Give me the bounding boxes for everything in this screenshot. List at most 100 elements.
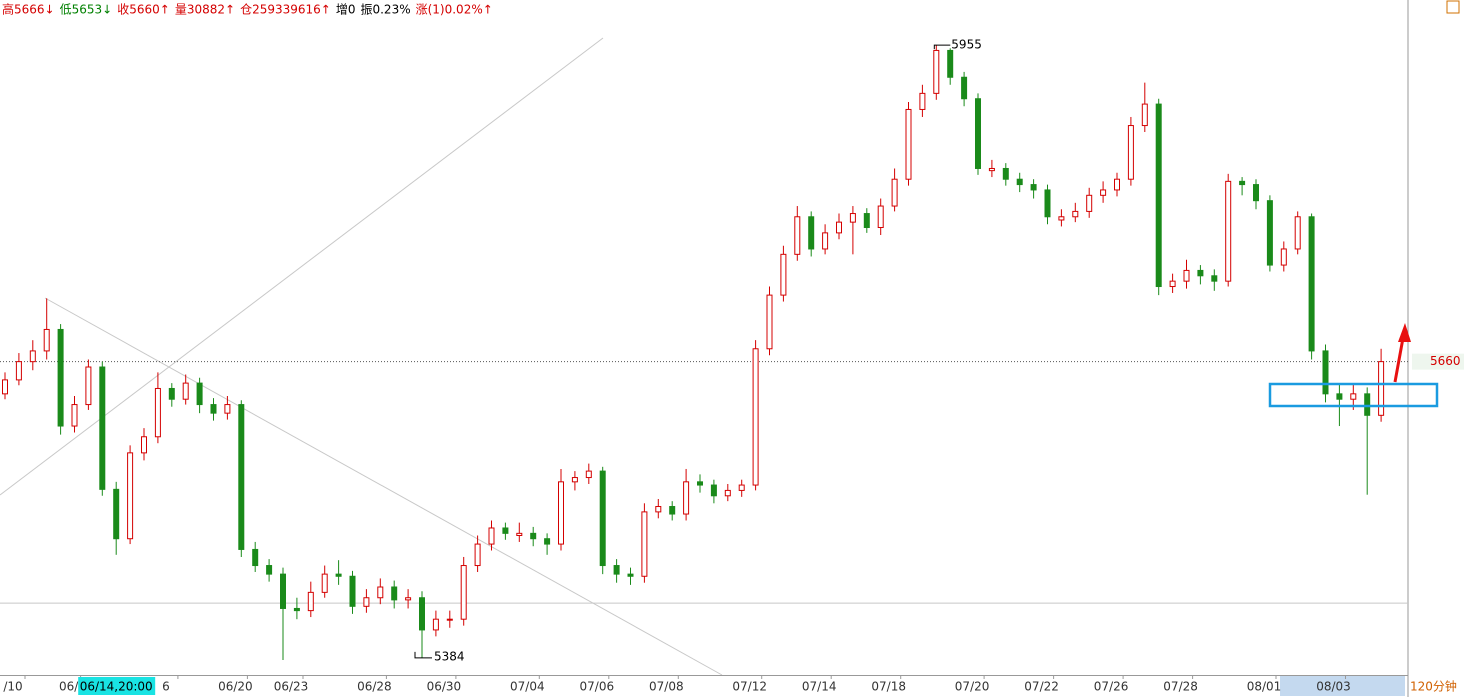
candle-body xyxy=(1294,216,1301,250)
candle-body xyxy=(280,573,286,609)
candle-body xyxy=(669,506,676,515)
candle-body xyxy=(1336,393,1343,400)
x-tick-label: 07/28 xyxy=(1163,680,1198,694)
header-item: 涨(1)0.02%↑ xyxy=(416,2,493,17)
header-item: 高5666↓ xyxy=(2,2,55,17)
candle-body xyxy=(780,253,787,296)
candle-body xyxy=(1266,200,1273,266)
x-tick-label: 08/03 xyxy=(1316,680,1351,694)
candle-body xyxy=(961,76,968,100)
x-tick-label: 07/18 xyxy=(871,680,906,694)
candle-body xyxy=(766,294,773,350)
header-item: 收5660↑ xyxy=(117,3,170,17)
low-label: 5384 xyxy=(434,649,465,663)
candle-body xyxy=(919,92,926,110)
candle-body xyxy=(405,597,412,601)
highlight-box xyxy=(1268,382,1439,408)
x-tick-label: 07/26 xyxy=(1094,680,1129,694)
candle-body xyxy=(168,387,175,400)
plot: /10 06/6 06/20 06/23 06/28 06/30 07/04 07/06 07/… xyxy=(0,38,1464,695)
candle-body xyxy=(1169,280,1176,288)
x-tick-label: 07/14 xyxy=(802,680,837,694)
candle-body xyxy=(1100,189,1107,196)
candle-body xyxy=(1141,103,1148,127)
candle-body xyxy=(1016,178,1023,186)
candle-body xyxy=(641,511,648,577)
candle-body xyxy=(794,216,801,255)
candle-body xyxy=(141,436,147,454)
candle-body xyxy=(1072,210,1079,218)
icon[interactable] xyxy=(1446,0,1460,14)
candle-body xyxy=(1253,184,1259,202)
x-tick-label: 07/04 xyxy=(510,680,545,694)
header-item: 振0.23% xyxy=(360,3,410,17)
candle-body xyxy=(210,404,217,414)
price-label-bg xyxy=(1412,353,1464,370)
candle-body xyxy=(1322,350,1329,395)
price-label: 5660 xyxy=(1430,354,1461,368)
candle-body xyxy=(822,232,829,250)
candle-body xyxy=(849,213,856,223)
candle-body xyxy=(43,328,50,352)
candle-body xyxy=(988,167,995,172)
candle-body xyxy=(321,573,328,593)
candle-body xyxy=(15,361,22,381)
candle-body xyxy=(1378,361,1385,416)
header-item: 增0 xyxy=(336,3,356,17)
candle-body xyxy=(808,216,815,250)
x-tick-label: 06/20 xyxy=(218,680,253,694)
candle-body xyxy=(474,543,481,567)
candle-body xyxy=(683,481,690,515)
candle-body xyxy=(933,49,940,94)
candle-body xyxy=(363,597,370,607)
candle-body xyxy=(947,49,954,78)
arrow-head xyxy=(1398,323,1411,342)
candle-body xyxy=(836,221,842,234)
candle-body xyxy=(738,484,745,491)
candle-body xyxy=(377,586,384,599)
candle-body xyxy=(1364,393,1371,416)
candle-body xyxy=(99,366,106,490)
candle-body xyxy=(724,489,731,497)
x-tick-label: 06/23 xyxy=(274,680,309,694)
candle-body xyxy=(655,506,662,513)
candle-body xyxy=(752,348,759,486)
candle-body xyxy=(307,591,314,612)
candle-body xyxy=(599,470,606,567)
candle-body xyxy=(530,532,537,540)
candle-body xyxy=(1030,184,1037,191)
header-item: 量30882↑ xyxy=(175,3,235,17)
candle-body xyxy=(1197,269,1204,277)
x-tick-label: 06/28 xyxy=(357,680,392,694)
x-tick-label: 07/12 xyxy=(732,680,767,694)
candle-body xyxy=(1211,275,1218,282)
header: 高5666↓ 低5653↓ 收5660↑ 量30882↑ 仓259339616↑ 增0 振0… xyxy=(2,2,493,17)
candle-body xyxy=(335,573,342,577)
candle-body xyxy=(154,387,161,438)
arrow-shaft xyxy=(1393,337,1405,383)
x-tick-label: 06/ xyxy=(59,680,79,694)
candle-body xyxy=(1239,180,1246,186)
candle-body xyxy=(57,328,64,427)
candle-body xyxy=(349,575,356,607)
candle-body xyxy=(1225,180,1232,282)
x-tick-label: 07/08 xyxy=(649,680,684,694)
candle-body xyxy=(293,607,300,612)
candle-body xyxy=(613,565,620,575)
candle-body xyxy=(891,178,898,207)
cursor-label: 06/14,20:00 xyxy=(80,680,153,694)
candle-body xyxy=(266,565,273,575)
x-tick-label: 07/06 xyxy=(580,680,615,694)
high-marker xyxy=(933,44,951,50)
period-label: 120分钟 xyxy=(1410,679,1457,694)
cursor-label-bg xyxy=(78,677,156,695)
candle-body xyxy=(446,618,453,621)
candle-body xyxy=(460,565,467,620)
candle-body xyxy=(1183,269,1190,282)
candle-body xyxy=(71,404,78,427)
date-highlight xyxy=(1280,676,1405,696)
candle-body xyxy=(697,481,703,486)
candle-body xyxy=(488,527,495,545)
